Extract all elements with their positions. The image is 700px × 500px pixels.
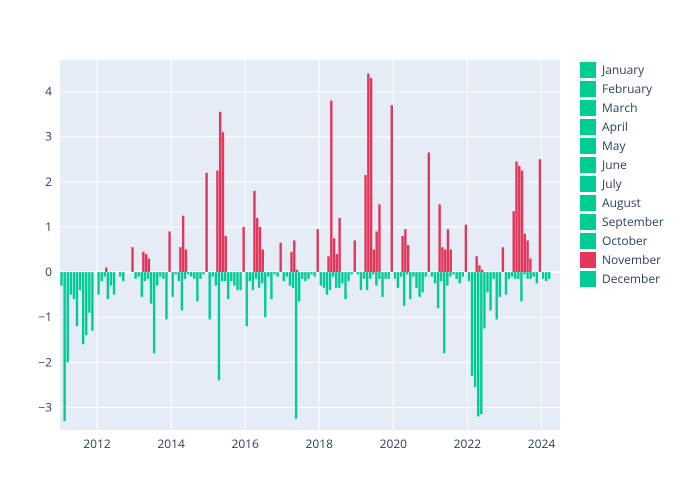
svg-text:1: 1 xyxy=(45,218,52,235)
svg-text:−2: −2 xyxy=(38,353,52,370)
svg-text:2016: 2016 xyxy=(231,435,259,452)
svg-text:4: 4 xyxy=(45,83,52,100)
legend-label: May xyxy=(602,137,625,154)
legend-item-december[interactable]: December xyxy=(580,269,670,288)
legend-item-january[interactable]: January xyxy=(580,60,670,79)
legend-swatch xyxy=(580,62,596,78)
plot-svg: −3−2−1012342012201420162018202020222024 xyxy=(60,60,560,430)
legend-swatch xyxy=(580,138,596,154)
legend-item-may[interactable]: May xyxy=(580,136,670,155)
svg-text:3: 3 xyxy=(45,128,52,145)
svg-text:2018: 2018 xyxy=(306,435,334,452)
legend-item-november[interactable]: November xyxy=(580,250,670,269)
legend-item-july[interactable]: July xyxy=(580,174,670,193)
legend-item-september[interactable]: September xyxy=(580,212,670,231)
svg-text:−3: −3 xyxy=(38,398,52,415)
svg-text:2024: 2024 xyxy=(528,435,556,452)
legend-label: October xyxy=(602,232,648,249)
svg-text:2022: 2022 xyxy=(454,435,482,452)
legend: January February March April May June July Augu… xyxy=(560,60,670,470)
svg-text:−1: −1 xyxy=(38,308,52,325)
legend-swatch xyxy=(580,271,596,287)
legend-item-february[interactable]: February xyxy=(580,79,670,98)
legend-swatch xyxy=(580,157,596,173)
legend-swatch xyxy=(580,119,596,135)
legend-label: March xyxy=(602,99,637,116)
legend-item-march[interactable]: March xyxy=(580,98,670,117)
legend-swatch xyxy=(580,176,596,192)
legend-swatch xyxy=(580,252,596,268)
legend-swatch xyxy=(580,233,596,249)
legend-label: February xyxy=(602,80,652,97)
svg-text:0: 0 xyxy=(45,263,52,280)
plot-area: −3−2−1012342012201420162018202020222024 xyxy=(60,60,560,430)
legend-label: September xyxy=(602,213,664,230)
legend-label: April xyxy=(602,118,628,135)
legend-label: August xyxy=(602,194,641,211)
svg-text:2014: 2014 xyxy=(157,435,185,452)
legend-label: June xyxy=(602,156,627,173)
legend-item-june[interactable]: June xyxy=(580,155,670,174)
legend-label: January xyxy=(602,61,644,78)
svg-text:2020: 2020 xyxy=(380,435,408,452)
legend-swatch xyxy=(580,214,596,230)
legend-item-april[interactable]: April xyxy=(580,117,670,136)
svg-text:2012: 2012 xyxy=(83,435,111,452)
legend-label: December xyxy=(602,270,660,287)
legend-item-october[interactable]: October xyxy=(580,231,670,250)
legend-swatch xyxy=(580,100,596,116)
legend-swatch xyxy=(580,195,596,211)
legend-label: July xyxy=(602,175,622,192)
legend-swatch xyxy=(580,81,596,97)
chart-container: −3−2−1012342012201420162018202020222024 … xyxy=(0,0,700,500)
legend-label: November xyxy=(602,251,661,268)
legend-item-august[interactable]: August xyxy=(580,193,670,212)
svg-text:2: 2 xyxy=(45,173,52,190)
